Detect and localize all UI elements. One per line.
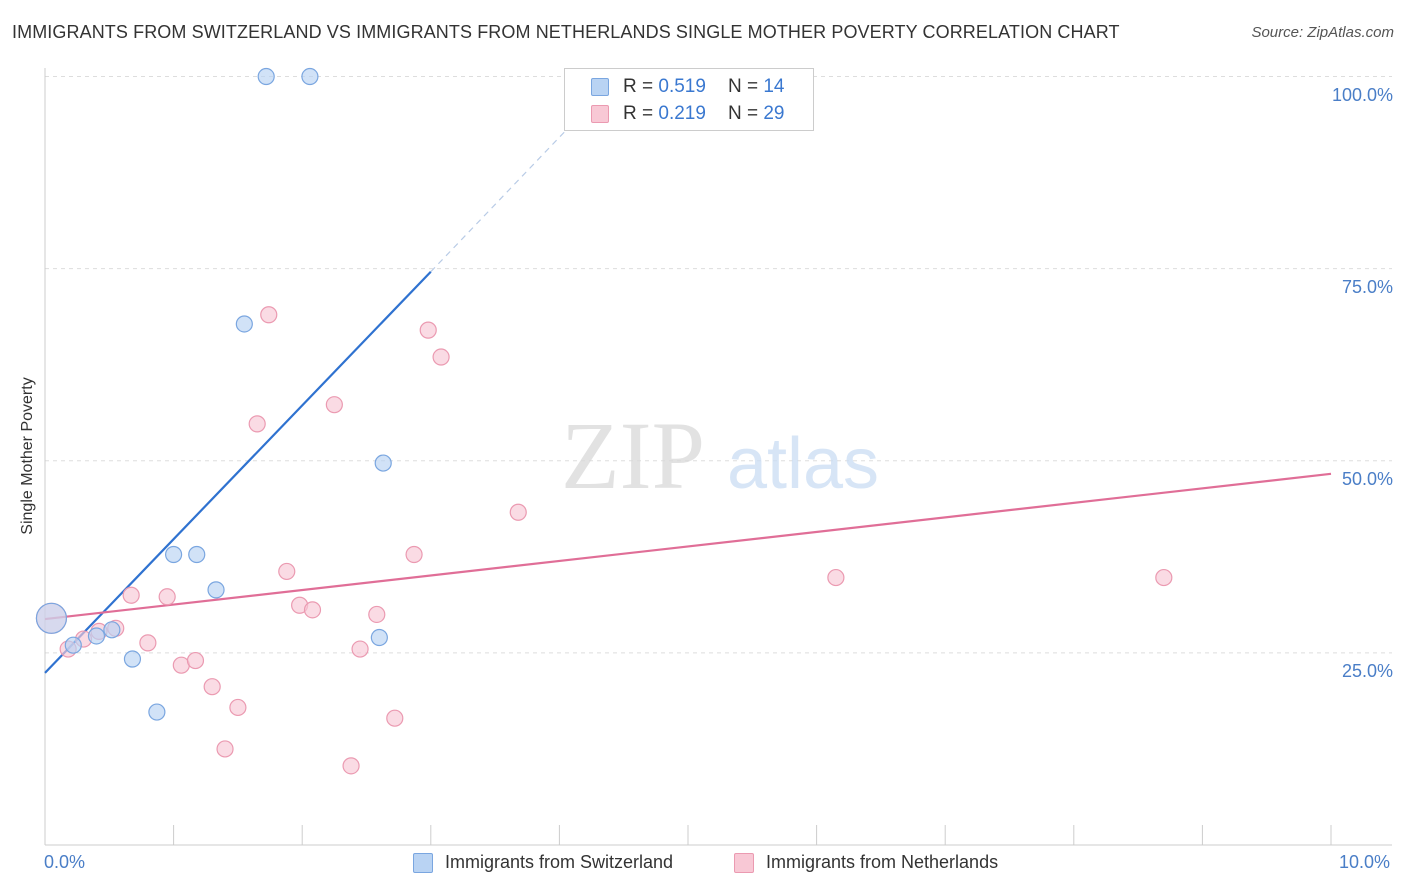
watermark: ZIP atlas (561, 402, 879, 509)
point-netherlands-25 (432, 348, 450, 366)
point-switzerland-12 (370, 628, 388, 647)
series-swatch-switzerland (413, 852, 433, 873)
point-netherlands-17 (303, 601, 322, 619)
source-credit: Source: ZipAtlas.com (1251, 24, 1394, 41)
point-switzerland-4 (123, 650, 142, 668)
point-netherlands-7 (158, 588, 176, 606)
data-points (35, 67, 1173, 775)
series-legend-netherlands[interactable]: Immigrants from Netherlands (734, 852, 998, 873)
legend-row-switzerland: R = 0.519 N = 14 (565, 74, 784, 100)
legend-swatch-switzerland (591, 78, 609, 96)
point-netherlands-27 (827, 568, 845, 587)
chart-title: IMMIGRANTS FROM SWITZERLAND VS IMMIGRANT… (12, 22, 1120, 42)
legend-row-netherlands: R = 0.219 N = 29 (565, 101, 784, 127)
legend-r-value-netherlands: 0.219 (658, 103, 706, 124)
series-name-netherlands: Immigrants from Netherlands (766, 852, 999, 872)
point-netherlands-5 (122, 586, 140, 604)
trend-line-netherlands (44, 472, 1332, 621)
x-tick-label-max: 10.0% (1339, 852, 1391, 872)
trend-line-switzerland (44, 270, 432, 674)
y-tick-label-75: 75.0% (1341, 276, 1393, 297)
point-switzerland-1 (64, 636, 82, 654)
legend-r-value-switzerland: 0.519 (658, 76, 706, 97)
point-switzerland-11 (301, 67, 319, 86)
point-netherlands-10 (203, 678, 221, 696)
point-netherlands-26 (509, 503, 527, 521)
point-switzerland-0 (35, 602, 68, 634)
axes (44, 68, 1392, 846)
legend-n-value-switzerland: 14 (763, 76, 785, 97)
point-switzerland-9 (235, 315, 253, 333)
y-tick-label-50: 50.0% (1341, 468, 1393, 489)
legend-r-label: R = (623, 76, 654, 97)
trend-lines (44, 109, 1332, 674)
point-netherlands-24 (419, 321, 437, 339)
legend-swatch-netherlands (591, 105, 609, 123)
point-switzerland-6 (165, 545, 183, 564)
point-switzerland-8 (207, 581, 225, 599)
series-legend-switzerland[interactable]: Immigrants from Switzerland (413, 852, 673, 873)
point-netherlands-6 (139, 634, 157, 652)
y-tick-label-25: 25.0% (1341, 660, 1393, 681)
point-switzerland-5 (148, 703, 166, 721)
series-swatch-netherlands (734, 852, 754, 873)
point-switzerland-10 (257, 67, 275, 86)
point-netherlands-19 (342, 757, 360, 775)
point-netherlands-14 (260, 306, 278, 324)
point-netherlands-23 (405, 545, 423, 564)
grid-lines (45, 76, 1392, 654)
point-netherlands-12 (229, 698, 247, 717)
watermark-zip: ZIP (561, 402, 705, 509)
point-netherlands-8 (172, 656, 190, 674)
point-netherlands-20 (351, 640, 369, 658)
point-netherlands-9 (186, 651, 205, 670)
point-switzerland-3 (103, 621, 121, 639)
series-name-switzerland: Immigrants from Switzerland (445, 852, 674, 872)
point-switzerland-13 (374, 454, 392, 472)
legend-r-label: R = (623, 103, 654, 124)
point-switzerland-7 (188, 545, 206, 564)
series-legend: Immigrants from Switzerland Immigrants f… (0, 852, 1406, 878)
point-netherlands-28 (1155, 568, 1173, 587)
point-netherlands-18 (325, 396, 343, 414)
watermark-atlas: atlas (727, 424, 879, 504)
legend-n-label: N = (727, 76, 759, 97)
legend-n-value-netherlands: 29 (763, 103, 785, 124)
x-tick-label-min: 0.0% (44, 852, 86, 872)
point-netherlands-13 (248, 415, 266, 433)
trend-extension-switzerland (430, 109, 586, 273)
point-switzerland-2 (87, 627, 106, 645)
correlation-legend: R = 0.519 N = 14 R = 0.219 N = 29 (564, 68, 814, 131)
y-tick-label-100: 100.0% (1331, 84, 1393, 105)
point-netherlands-22 (386, 709, 404, 727)
point-netherlands-11 (216, 740, 234, 758)
point-netherlands-15 (278, 562, 296, 581)
point-netherlands-21 (368, 605, 386, 624)
legend-n-label: N = (727, 103, 759, 124)
